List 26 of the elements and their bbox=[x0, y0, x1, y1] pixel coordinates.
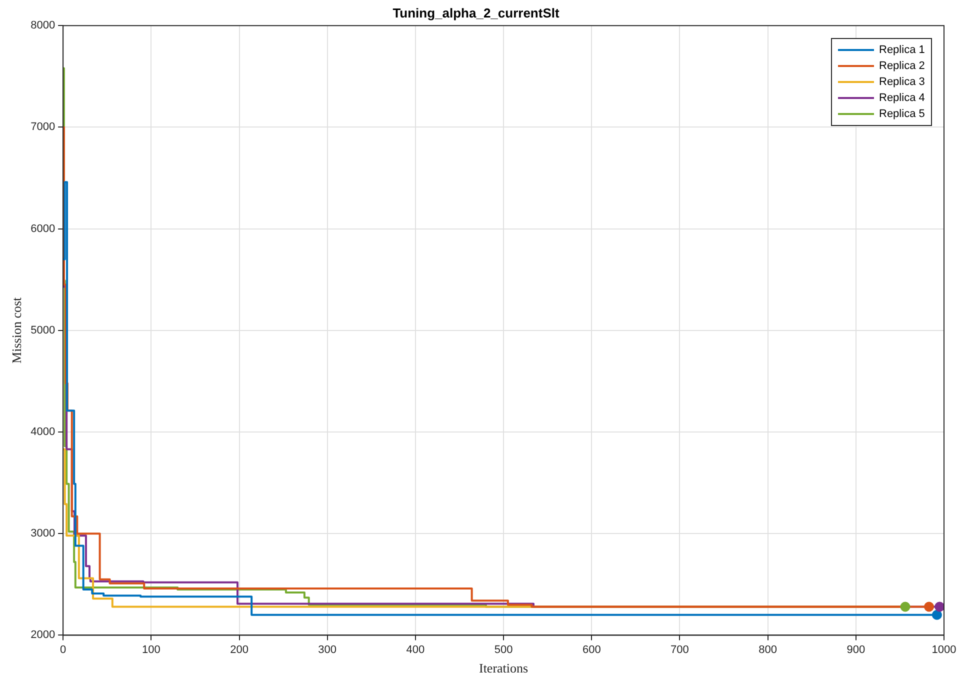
y-tick-label: 4000 bbox=[30, 426, 56, 438]
y-tick-label: 8000 bbox=[30, 20, 56, 32]
legend-label: Replica 4 bbox=[879, 92, 925, 104]
x-tick-label: 300 bbox=[318, 644, 337, 656]
x-tick-label: 0 bbox=[60, 644, 66, 656]
x-tick-label: 1000 bbox=[932, 644, 956, 656]
chart-title: Tuning_alpha_2_currentSlt bbox=[392, 5, 560, 20]
x-tick-label: 800 bbox=[758, 644, 777, 656]
x-axis-title: Iterations bbox=[478, 660, 528, 676]
legend-label: Replica 1 bbox=[879, 44, 925, 56]
y-tick-label: 7000 bbox=[30, 121, 56, 134]
legend-label: Replica 2 bbox=[879, 60, 925, 72]
x-tick-label: 500 bbox=[494, 644, 513, 656]
y-axis-title: Mission cost bbox=[9, 296, 24, 364]
x-tick-label: 400 bbox=[406, 644, 425, 656]
y-tick-label: 5000 bbox=[30, 324, 56, 336]
legend-label: Replica 5 bbox=[879, 108, 925, 120]
x-tick-label: 700 bbox=[670, 644, 689, 656]
x-tick-label: 200 bbox=[230, 644, 248, 656]
x-tick-label: 600 bbox=[582, 644, 601, 656]
y-tick-label: 2000 bbox=[30, 629, 56, 642]
x-tick-label: 100 bbox=[142, 644, 160, 656]
y-tick-label: 6000 bbox=[30, 222, 56, 235]
legend-label: Replica 3 bbox=[879, 76, 925, 88]
x-tick-label: 900 bbox=[846, 644, 866, 656]
y-tick-label: 3000 bbox=[30, 528, 56, 540]
